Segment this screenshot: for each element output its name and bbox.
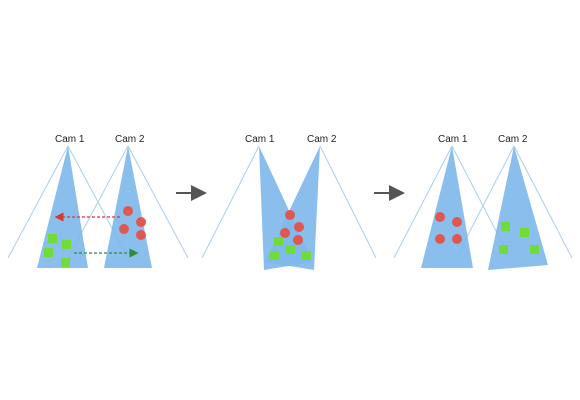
green-object	[302, 251, 311, 260]
green-object	[274, 237, 283, 246]
red-object	[293, 235, 303, 245]
green-object	[530, 245, 539, 254]
panel-3: Cam 1 Cam 2	[393, 134, 573, 270]
cam1-field-of-view	[421, 146, 473, 268]
red-object	[435, 234, 445, 244]
red-object	[123, 206, 133, 216]
cam2-right-ray	[127, 145, 189, 259]
red-object	[136, 230, 146, 240]
cam1-left-ray	[201, 145, 260, 259]
green-object	[44, 248, 53, 257]
green-object	[520, 228, 529, 237]
green-object	[61, 258, 70, 267]
green-object	[48, 234, 57, 243]
green-object	[499, 245, 508, 254]
green-object	[62, 240, 71, 249]
cam1-left-ray	[393, 145, 453, 259]
cam2-right-ray	[513, 145, 573, 259]
green-object	[286, 245, 295, 254]
cam2-field-of-view	[488, 146, 548, 270]
red-object	[119, 224, 129, 234]
cam2-label: Cam 2	[498, 134, 528, 145]
red-object	[294, 222, 304, 232]
panel-2: Cam 1 Cam 2	[201, 134, 377, 270]
cam1-left-ray	[7, 145, 69, 259]
green-object	[270, 251, 279, 260]
red-object	[280, 228, 290, 238]
cam2-label: Cam 2	[115, 134, 145, 145]
red-object	[452, 217, 462, 227]
cam1-label: Cam 1	[438, 134, 468, 145]
red-object	[435, 212, 445, 222]
cam1-label: Cam 1	[55, 134, 85, 145]
cam2-label: Cam 2	[307, 134, 337, 145]
panel-1: Cam 1 Cam 2	[7, 134, 189, 268]
cam2-right-ray	[319, 145, 377, 259]
cam1-label: Cam 1	[245, 134, 275, 145]
green-object	[501, 222, 510, 231]
red-object	[452, 234, 462, 244]
red-object	[285, 210, 295, 220]
red-object	[136, 217, 146, 227]
